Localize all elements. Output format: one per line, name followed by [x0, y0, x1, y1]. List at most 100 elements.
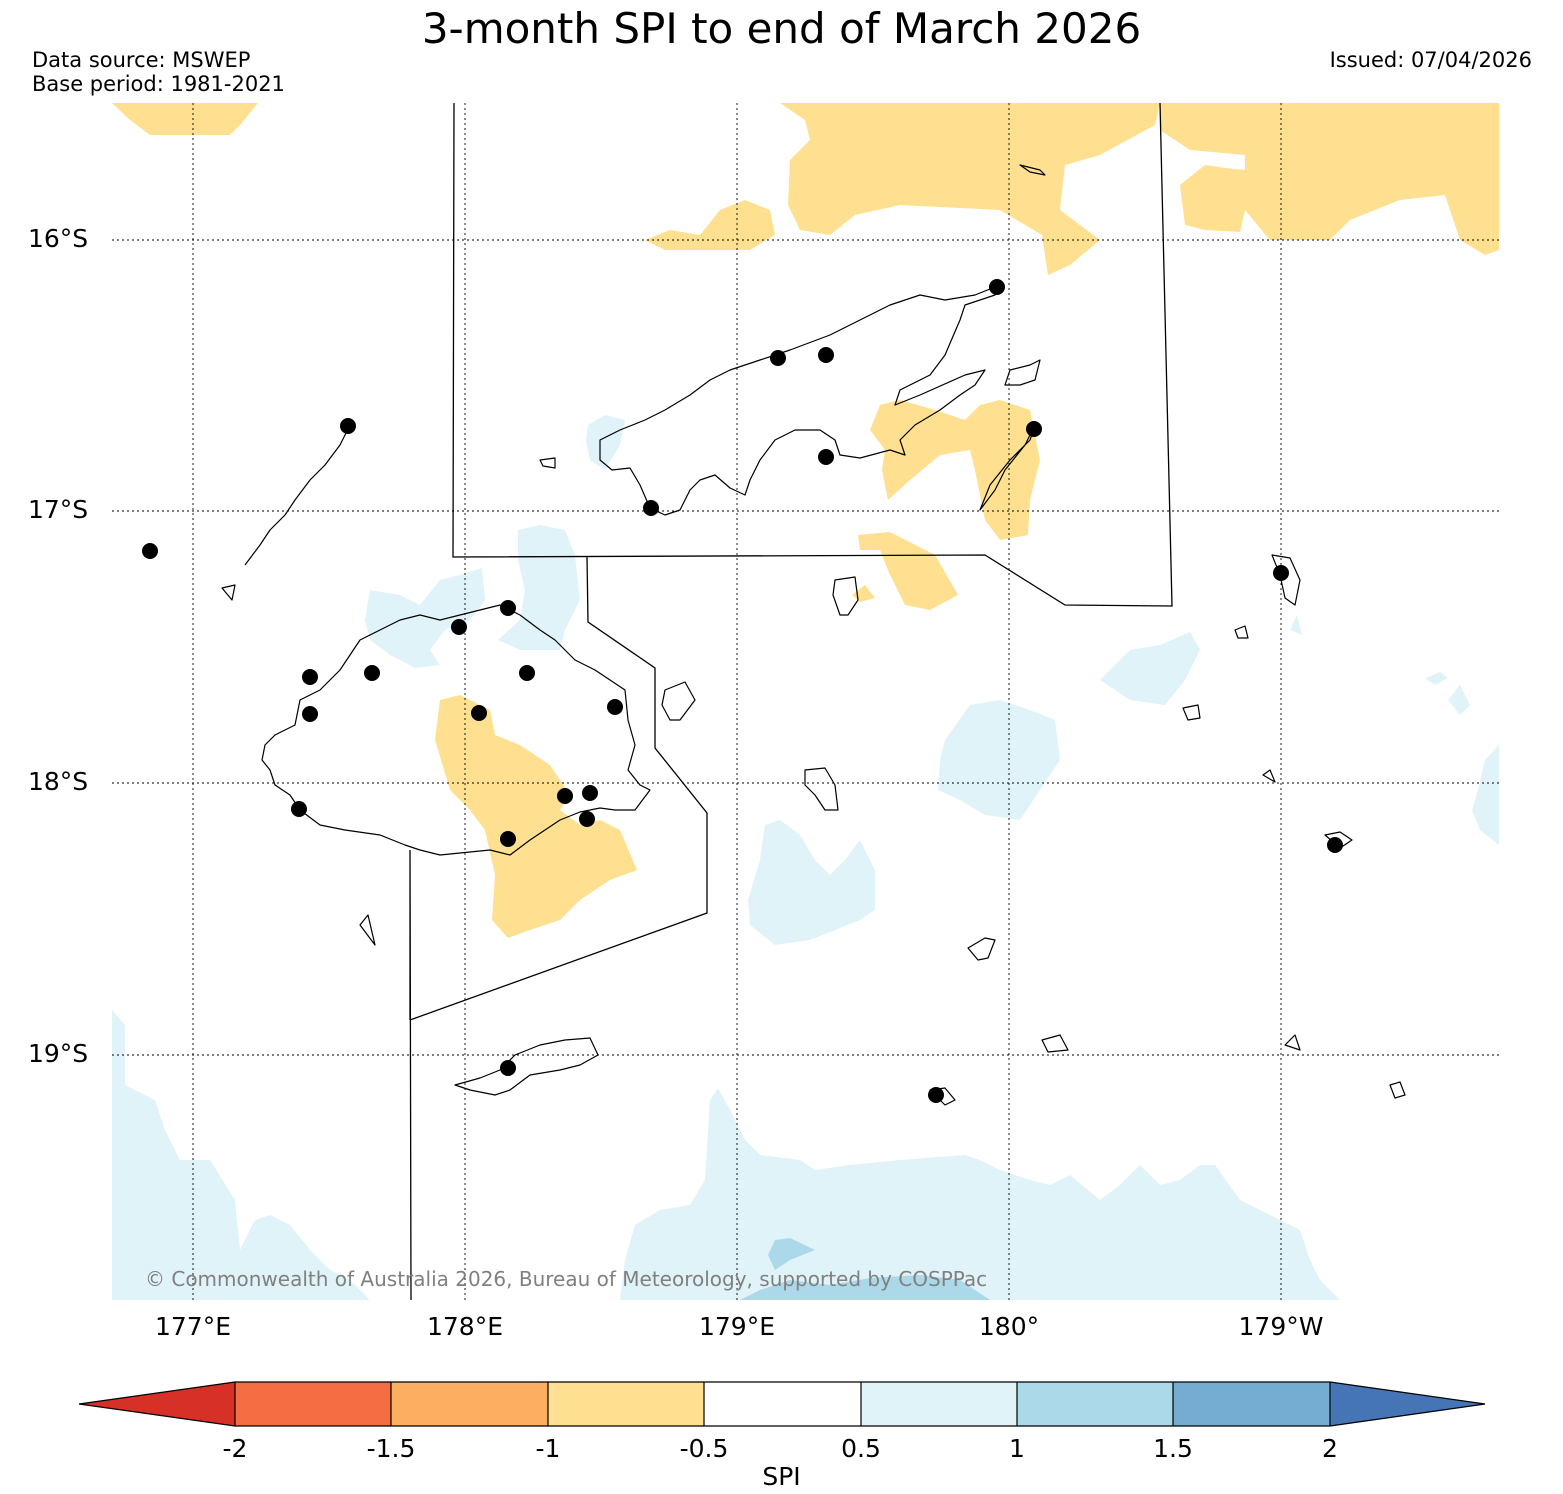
- spi-map: [112, 102, 1499, 1301]
- station-marker: [302, 669, 318, 685]
- station-marker: [1026, 421, 1042, 437]
- colorbar-segment: [548, 1382, 704, 1426]
- map-title: 3-month SPI to end of March 2026: [421, 4, 1142, 53]
- colorbar: [78, 1381, 1486, 1427]
- base-period: Base period: 1981-2021: [32, 72, 285, 96]
- coast-island-5: [967, 937, 996, 961]
- coast-kadavu: [454, 1037, 599, 1096]
- colorbar-segment: [1173, 1382, 1330, 1426]
- coast-island-7: [1182, 704, 1201, 721]
- northern-division-boundary: [452, 102, 1173, 607]
- dry-region-vanua-levu: [870, 400, 1040, 540]
- coast-island-14: [1271, 554, 1301, 606]
- lon-label-177e: 177°E: [154, 1312, 231, 1341]
- dry-region-south-vanua: [858, 532, 958, 610]
- coast-island-8: [1234, 625, 1249, 639]
- wet-medium-region-2: [740, 1275, 990, 1300]
- station-markers: [142, 279, 1343, 1103]
- colorbar-segment: [704, 1382, 861, 1426]
- station-marker: [1273, 565, 1289, 581]
- colorbar-segment: [1017, 1382, 1173, 1426]
- map-metadata: Data source: MSWEP Base period: 1981-202…: [32, 48, 285, 96]
- colorbar-tick: 2: [1322, 1434, 1338, 1463]
- coast-island-3: [661, 681, 696, 721]
- wet-region-west-vanua: [586, 415, 625, 470]
- colorbar-label: SPI: [762, 1462, 801, 1491]
- coast-island-6: [1041, 1034, 1069, 1053]
- wet-medium-region-1: [768, 1238, 815, 1270]
- station-marker: [1327, 837, 1343, 853]
- dry-region-small-north: [645, 200, 775, 250]
- wet-region-center: [938, 700, 1060, 820]
- colorbar-segment: [391, 1382, 548, 1426]
- station-marker: [142, 543, 158, 559]
- colorbar-tick: 1: [1009, 1434, 1025, 1463]
- wet-region-north-viti: [365, 568, 485, 668]
- station-marker: [582, 785, 598, 801]
- station-marker: [302, 706, 318, 722]
- coast-island-16: [221, 584, 236, 601]
- colorbar-tick: -1.5: [366, 1434, 416, 1463]
- dry-region-north: [780, 103, 1499, 255]
- coast-viti-levu: [261, 604, 651, 856]
- wet-region-east: [1100, 632, 1200, 705]
- station-marker: [471, 705, 487, 721]
- lat-label-19s: 19°S: [28, 1039, 89, 1068]
- wet-region-far-east-3: [1472, 745, 1499, 845]
- coast-island-2: [832, 576, 859, 616]
- coast-vanua-levu: [599, 284, 1001, 516]
- lon-label-180: 180°: [978, 1312, 1040, 1341]
- station-marker: [770, 350, 786, 366]
- coast-island-13: [539, 457, 556, 469]
- issued-date: Issued: 07/04/2026: [1329, 48, 1532, 72]
- copyright-notice: © Commonwealth of Australia 2026, Bureau…: [145, 1267, 988, 1291]
- station-marker: [818, 347, 834, 363]
- wet-region-southcenter: [748, 820, 875, 945]
- lon-label-179w: 179°W: [1238, 1312, 1324, 1341]
- dry-region-north-lobe: [780, 103, 1160, 275]
- colorbar-tick: 1.5: [1153, 1434, 1193, 1463]
- data-source: Data source: MSWEP: [32, 48, 251, 72]
- lat-label-18s: 18°S: [28, 767, 89, 796]
- colorbar-tick: -2: [222, 1434, 248, 1463]
- colorbar-extend-low: [79, 1382, 235, 1426]
- station-marker: [500, 831, 516, 847]
- coast-vanua-balavu: [1004, 359, 1041, 386]
- wet-region-southwest: [112, 1010, 370, 1300]
- coast-island-1: [1019, 164, 1046, 176]
- lat-label-16s: 16°S: [28, 224, 89, 253]
- wet-region-east-small: [1290, 615, 1302, 635]
- colorbar-tick: -0.5: [679, 1434, 729, 1463]
- dry-region-northwest: [112, 103, 258, 135]
- station-marker: [451, 619, 467, 635]
- station-marker: [291, 801, 307, 817]
- station-marker: [928, 1087, 944, 1103]
- station-marker: [340, 418, 356, 434]
- station-marker: [557, 788, 573, 804]
- western-division-boundary: [409, 849, 412, 1301]
- colorbar-outline: [78, 1381, 1486, 1427]
- spi-fill-layer: [112, 103, 1499, 1300]
- coast-yasawa: [244, 424, 351, 566]
- dry-region-viti-levu: [435, 695, 637, 938]
- wet-region-far-east-1: [1425, 672, 1448, 685]
- wet-region-northeast-viti: [498, 525, 580, 650]
- station-marker: [519, 665, 535, 681]
- central-division-boundary: [409, 556, 708, 1021]
- station-marker: [643, 500, 659, 516]
- wet-region-far-east-2: [1448, 685, 1470, 715]
- coast-island-4: [804, 767, 839, 811]
- lon-label-179e: 179°E: [698, 1312, 775, 1341]
- station-marker: [579, 811, 595, 827]
- colorbar-segment: [235, 1382, 391, 1426]
- lat-label-17s: 17°S: [28, 495, 89, 524]
- colorbar-tick: -1: [535, 1434, 561, 1463]
- station-marker: [607, 699, 623, 715]
- coast-island-9: [1262, 769, 1276, 783]
- colorbar-tick: 0.5: [841, 1434, 881, 1463]
- dry-region-small-2: [852, 585, 875, 602]
- lon-label-178e: 178°E: [426, 1312, 503, 1341]
- coast-island-12: [359, 914, 376, 946]
- station-marker: [989, 279, 1005, 295]
- station-marker: [500, 1060, 516, 1076]
